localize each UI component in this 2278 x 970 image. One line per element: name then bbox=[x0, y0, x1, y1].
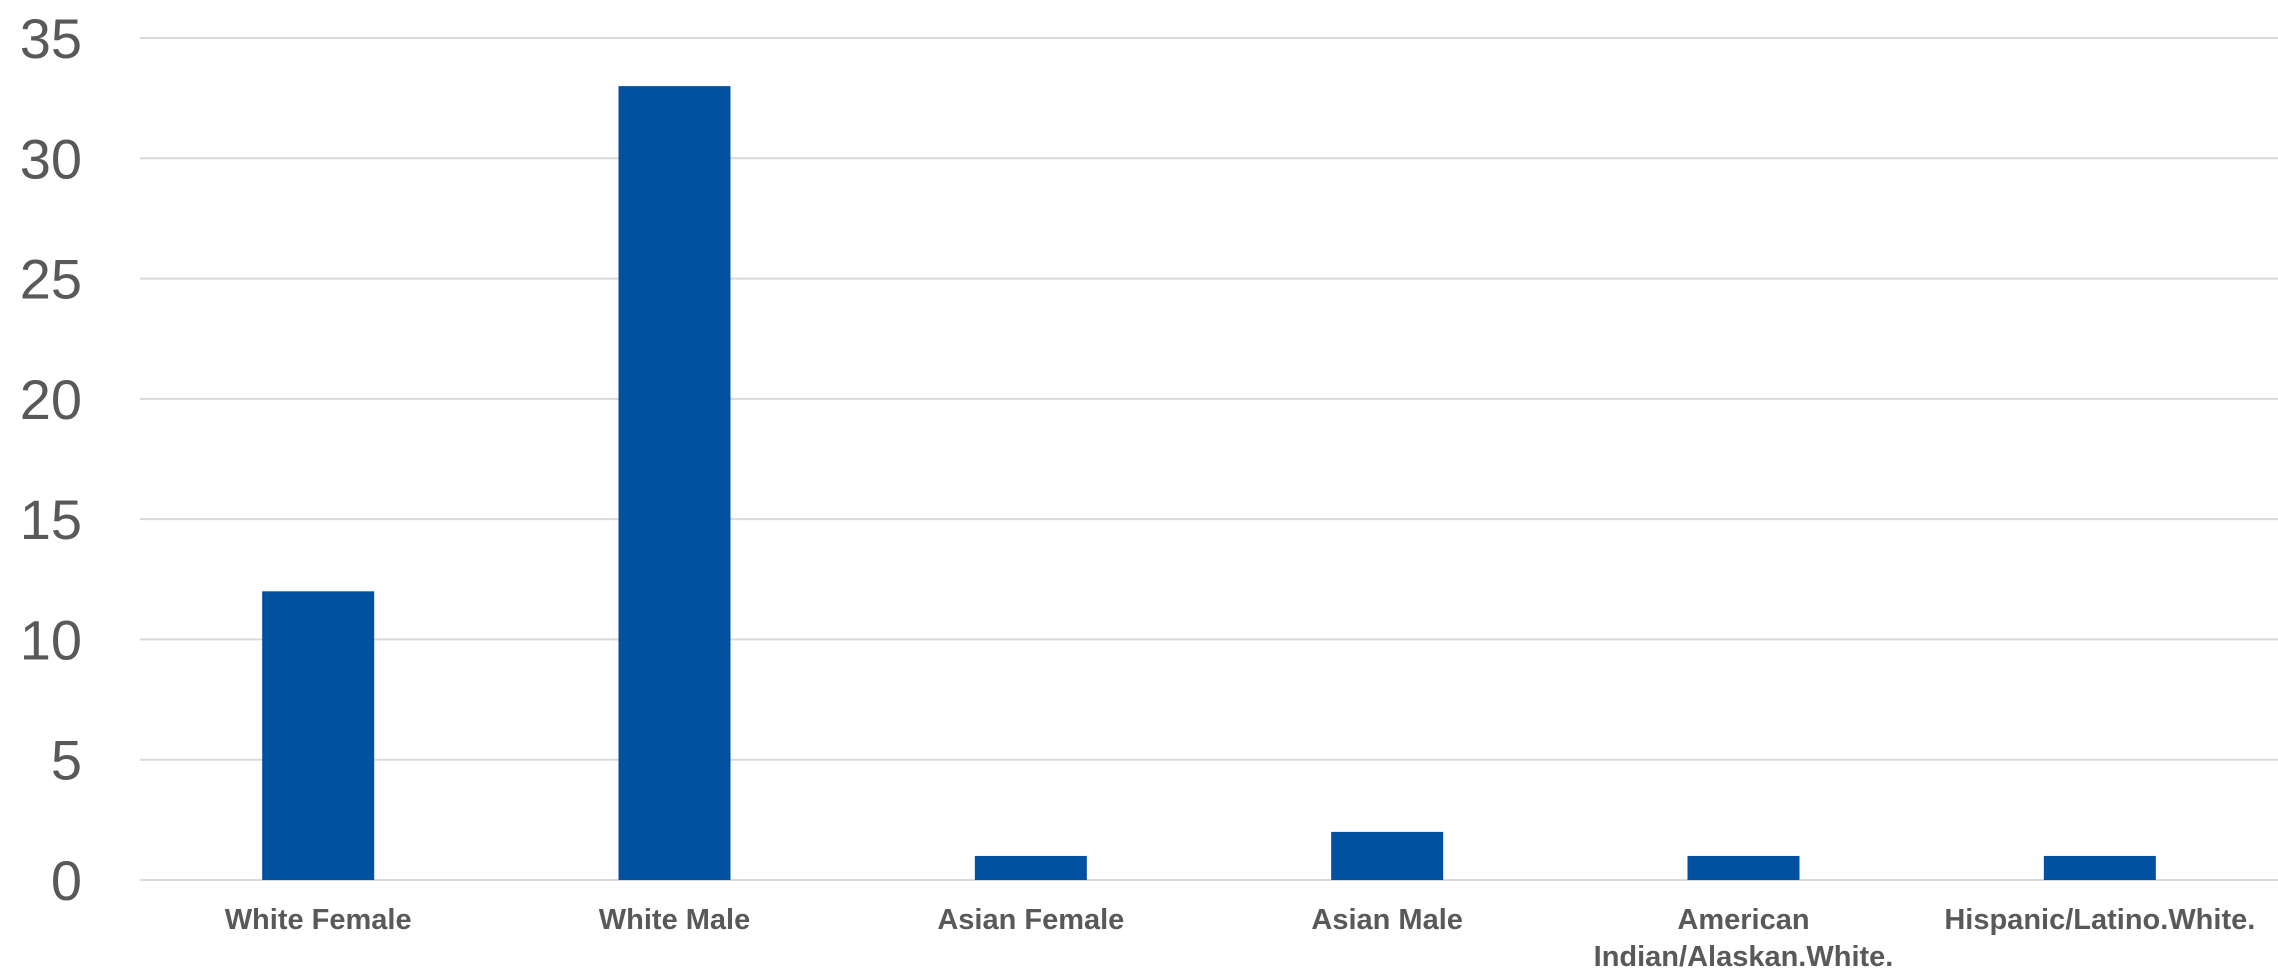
bar bbox=[2043, 855, 2156, 880]
y-tick-label: 30 bbox=[20, 127, 82, 190]
x-tick-label-line: White Female bbox=[225, 904, 412, 936]
x-tick-label-line: Indian/Alaskan.White. bbox=[1594, 941, 1894, 970]
bar bbox=[1331, 831, 1444, 880]
y-tick-label: 35 bbox=[20, 7, 82, 70]
x-tick-label-line: Hispanic/Latino.White. bbox=[1944, 904, 2255, 936]
y-tick-label: 5 bbox=[51, 729, 82, 792]
x-tick-label-line: Asian Female bbox=[937, 904, 1124, 936]
x-axis-ticks: White Female White Male Asian Female Asian … bbox=[225, 904, 2256, 970]
x-tick-label-line: Asian Male bbox=[1311, 904, 1463, 936]
y-axis-ticks: 0 5 10 15 20 25 30 35 bbox=[20, 7, 82, 912]
x-tick-label: Asian Female bbox=[937, 904, 1124, 936]
y-tick-label: 25 bbox=[20, 248, 82, 311]
x-tick-label-line: American bbox=[1677, 904, 1809, 936]
x-tick-label: White Male bbox=[599, 904, 750, 936]
bar bbox=[974, 855, 1087, 880]
x-tick-label: Asian Male bbox=[1311, 904, 1463, 936]
x-tick-label: Hispanic/Latino.White. bbox=[1944, 904, 2255, 936]
x-tick-label: White Female bbox=[225, 904, 412, 936]
bars bbox=[262, 86, 2156, 881]
y-tick-label: 0 bbox=[51, 849, 82, 912]
x-tick-label-line: White Male bbox=[599, 904, 750, 936]
y-tick-label: 10 bbox=[20, 608, 82, 671]
y-tick-label: 15 bbox=[20, 488, 82, 551]
gridlines bbox=[140, 37, 2278, 881]
y-tick-label: 20 bbox=[20, 368, 82, 431]
bar bbox=[1687, 855, 1800, 880]
x-tick-label: American Indian/Alaskan.White. bbox=[1594, 904, 1894, 970]
bar bbox=[262, 591, 375, 880]
bar bbox=[618, 86, 731, 881]
